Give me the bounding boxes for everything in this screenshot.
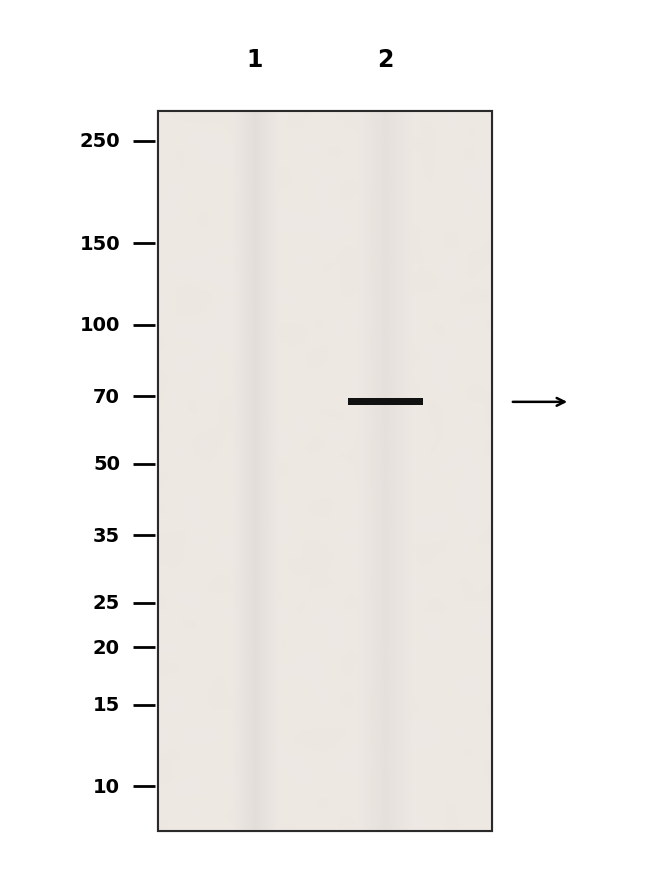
Text: 15: 15: [93, 696, 120, 714]
Text: 2: 2: [377, 48, 393, 72]
Text: 35: 35: [93, 526, 120, 545]
Bar: [358, 112, 413, 831]
Text: 1: 1: [247, 48, 263, 72]
Text: 250: 250: [79, 132, 120, 151]
Text: 100: 100: [79, 315, 120, 335]
Bar: [233, 112, 278, 831]
Bar: [348, 399, 422, 406]
Text: 10: 10: [93, 777, 120, 796]
Text: 25: 25: [93, 594, 120, 613]
Text: 50: 50: [93, 454, 120, 474]
Bar: [158, 112, 492, 831]
Text: 150: 150: [79, 235, 120, 254]
Text: 70: 70: [93, 387, 120, 406]
Text: 20: 20: [93, 638, 120, 657]
Bar: [158, 112, 492, 831]
